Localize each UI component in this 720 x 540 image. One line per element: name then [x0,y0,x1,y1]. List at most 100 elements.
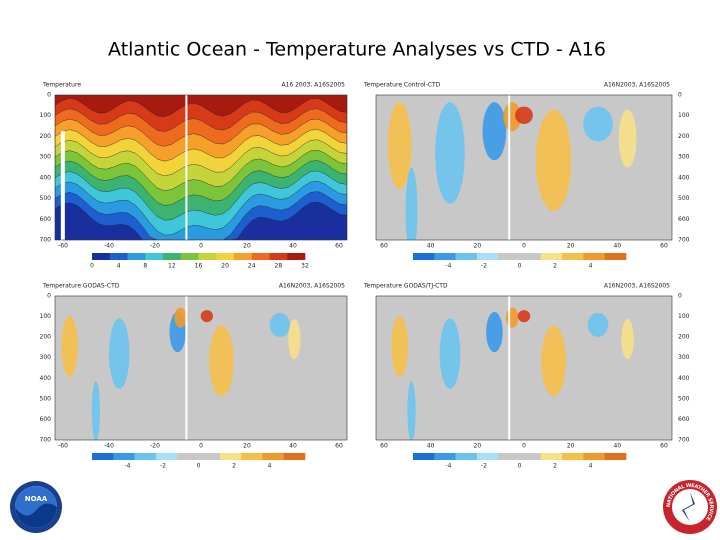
colorbar-label: 0 [518,263,522,270]
colorbar-swatch [269,253,288,260]
panel-subtitle: A16N2003, A16S2005 [604,283,670,290]
x-tick-label: 40 [427,243,435,250]
x-tick-label: -40 [104,243,114,250]
anomaly [503,102,522,132]
y-tick-label: 700 [40,437,52,444]
colorbar-label: -4 [446,263,452,270]
x-tick-label: 0 [199,443,203,450]
colorbar-swatch [434,453,456,460]
colorbar-swatch [180,253,199,260]
noaa-wave [15,503,57,528]
colorbar-label: 16 [195,263,203,270]
anomaly [621,319,634,360]
colorbar-label: -2 [160,463,166,470]
y-tick-label: 0 [678,92,682,99]
y-tick-label: 200 [40,133,52,140]
anomaly [91,380,100,440]
colorbar-swatch [498,453,520,460]
colorbar-label: 4 [589,263,593,270]
anomaly [583,106,613,142]
panel-title: Temperature GODAS/TJ-CTD [363,283,448,290]
anomaly [387,102,412,190]
colorbar-swatch [177,453,199,460]
y-tick-label: 500 [40,395,52,402]
x-tick-label: 60 [380,243,388,250]
x-tick-label: 20 [567,243,575,250]
colorbar-label: 0 [518,463,522,470]
colorbar-swatch [498,253,520,260]
colorbar-swatch [145,253,164,260]
plot-frame [54,94,348,241]
colorbar-swatch [287,253,306,260]
colorbar-swatch [262,453,284,460]
x-tick-label: 0 [522,443,526,450]
x-tick-label: 40 [289,243,297,250]
y-tick-label: 300 [678,154,690,161]
colorbar-swatch [562,253,584,260]
colorbar-swatch [413,453,435,460]
y-tick-label: 400 [678,375,690,382]
x-tick-label: 0 [522,243,526,250]
colorbar-swatch [113,453,135,460]
x-tick-label: 20 [474,243,482,250]
colorbar-swatch [198,253,217,260]
x-tick-label: 60 [335,243,343,250]
colorbar-label: 2 [553,263,557,270]
y-tick-label: 200 [40,334,52,341]
plot-frame [54,295,348,441]
colorbar-label: 4 [117,263,121,270]
x-tick-label: 40 [289,443,297,450]
colorbar-swatch [519,453,542,460]
x-tick-label: 0 [199,243,203,250]
slide-title: Atlantic Ocean - Temperature Analyses vs… [108,39,606,61]
colorbar-swatch [127,253,146,260]
anomaly [515,106,533,125]
colorbar-label: 0 [197,463,201,470]
nws-inner [672,489,708,525]
anomaly [407,380,416,440]
colorbar-swatch [234,253,253,260]
colorbar-label: 2 [553,463,557,470]
colorbar-swatch [283,453,306,460]
panel-subtitle: A16 2003, A16S2005 [281,82,345,89]
colorbar-label: 12 [168,263,176,270]
anomaly [517,310,531,323]
anomaly [482,102,507,161]
colorbar-swatch [216,253,235,260]
anomaly [535,109,572,211]
contour-layer [55,95,347,118]
y-tick-label: 500 [40,195,52,202]
colorbar-swatch [198,453,221,460]
colorbar-swatch [583,453,605,460]
plot-bg [55,296,347,440]
anomaly [486,311,503,353]
plot-area [376,296,672,440]
y-tick-label: 300 [40,154,52,161]
plot-area [55,95,347,240]
noaa-text: NOAA [25,495,48,503]
anomaly [174,307,187,328]
colorbar-label: -4 [125,463,131,470]
colorbar-swatch [455,453,478,460]
y-tick-label: 200 [678,133,690,140]
plot-area [55,296,347,440]
colorbar-swatch [583,253,605,260]
colorbar-label: 4 [268,463,272,470]
x-tick-label: 60 [380,443,388,450]
y-tick-label: 400 [40,375,52,382]
colorbar-swatch [413,253,435,260]
colorbar-label: -4 [446,463,452,470]
y-tick-label: 100 [40,313,52,320]
y-tick-label: 500 [678,195,690,202]
anomaly [439,318,461,389]
colorbar-swatch [604,453,627,460]
colorbar-swatch [476,453,499,460]
y-tick-label: 300 [678,354,690,361]
anomaly [405,167,418,240]
anomaly [505,307,519,328]
y-tick-label: 600 [678,216,690,223]
colorbar-label: 2 [232,463,236,470]
anomaly [200,310,213,323]
y-tick-label: 600 [678,416,690,423]
